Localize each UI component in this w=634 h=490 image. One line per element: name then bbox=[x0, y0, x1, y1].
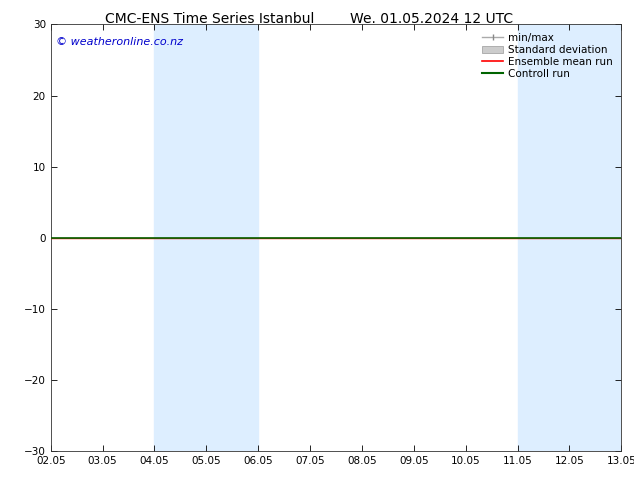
Text: We. 01.05.2024 12 UTC: We. 01.05.2024 12 UTC bbox=[349, 12, 513, 26]
Text: © weatheronline.co.nz: © weatheronline.co.nz bbox=[56, 37, 183, 48]
Bar bbox=[155, 24, 258, 451]
Text: CMC-ENS Time Series Istanbul: CMC-ENS Time Series Istanbul bbox=[105, 12, 314, 26]
Bar bbox=[517, 24, 621, 451]
Legend: min/max, Standard deviation, Ensemble mean run, Controll run: min/max, Standard deviation, Ensemble me… bbox=[479, 30, 616, 82]
